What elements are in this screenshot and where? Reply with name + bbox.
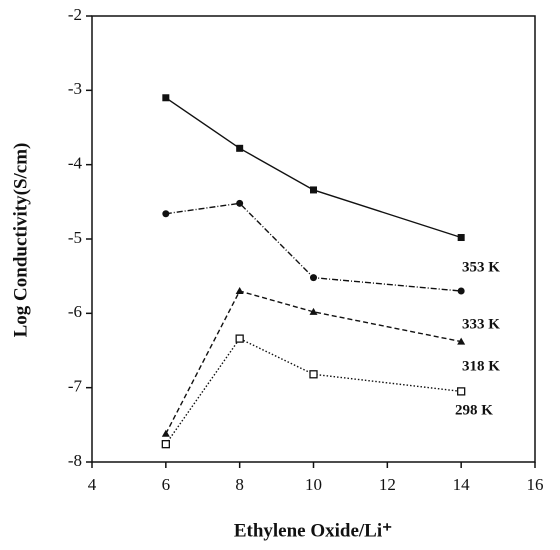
marker <box>162 94 170 102</box>
series-line <box>165 202 462 292</box>
marker <box>310 274 317 282</box>
series-label: 333 K <box>462 316 500 332</box>
x-tick-label: 14 <box>453 475 471 494</box>
x-axis-label: Ethylene Oxide/Li⁺ <box>234 520 392 541</box>
marker <box>457 234 465 242</box>
marker <box>457 387 466 396</box>
series-label: 298 K <box>455 402 493 418</box>
marker <box>161 440 170 449</box>
y-tick-label: -8 <box>68 451 82 470</box>
marker <box>310 186 317 194</box>
series-line <box>165 290 462 435</box>
marker <box>457 287 465 295</box>
marker <box>235 287 244 295</box>
y-tick-label: -2 <box>68 5 82 24</box>
marker <box>162 210 170 218</box>
marker <box>457 337 466 345</box>
x-tick-label: 10 <box>305 475 322 494</box>
x-tick-label: 6 <box>162 475 171 494</box>
plot-frame <box>91 15 536 463</box>
series-label: 353 K <box>462 259 500 275</box>
series-line <box>165 97 462 239</box>
marker <box>235 334 244 343</box>
x-tick-label: 4 <box>88 475 97 494</box>
marker <box>309 370 318 379</box>
y-tick-label: -7 <box>68 377 83 396</box>
marker <box>161 429 170 437</box>
x-tick-label: 8 <box>235 475 244 494</box>
y-tick-label: -4 <box>68 154 83 173</box>
x-tick-label: 12 <box>379 475 396 494</box>
series-line <box>165 337 462 445</box>
y-tick-label: -3 <box>68 79 82 98</box>
y-tick-label: -6 <box>68 302 82 321</box>
marker <box>236 144 244 152</box>
series-label: 318 K <box>462 358 500 374</box>
y-axis-label: Log Conductivity(S/cm) <box>10 143 31 338</box>
y-tick-label: -5 <box>68 228 82 247</box>
marker <box>236 199 244 207</box>
x-tick-label: 16 <box>527 475 544 494</box>
marker <box>309 307 318 315</box>
